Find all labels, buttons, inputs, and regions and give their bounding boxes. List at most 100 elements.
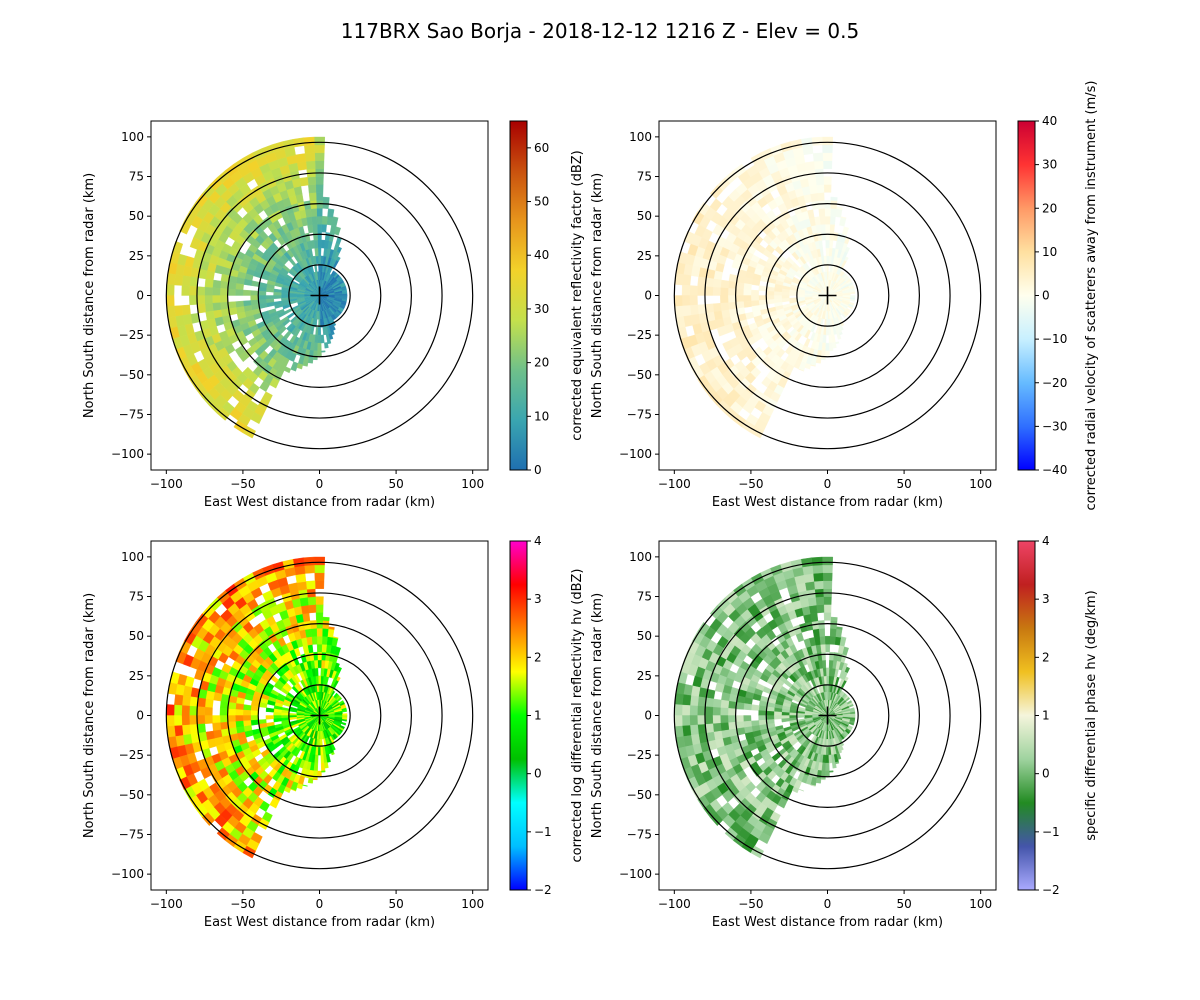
echo-cell: [807, 176, 817, 187]
echo-cell: [204, 278, 214, 289]
echo-cell: [302, 784, 308, 787]
echo-cell: [227, 708, 236, 716]
echo-cell: [823, 604, 832, 613]
y-tick-label: −75: [627, 827, 652, 841]
echo-cell: [326, 636, 334, 646]
echo-cell: [765, 295, 775, 301]
range-ring-80km: [196, 172, 443, 419]
echo-cell: [320, 239, 326, 249]
y-tick-label: 0: [644, 709, 652, 723]
echo-cell: [174, 694, 184, 706]
echo-cell: [317, 770, 322, 777]
echo-cell: [327, 208, 335, 218]
range-ring-80km: [704, 172, 951, 419]
echo-cell: [810, 784, 816, 787]
echo-cell: [265, 715, 274, 720]
y-tick-label: −50: [627, 368, 652, 382]
echo-cell: [295, 153, 307, 163]
echo-cell: [299, 596, 309, 607]
echo-cell: [288, 293, 297, 296]
x-tick-label: −100: [658, 897, 691, 911]
echo-cell: [825, 770, 830, 777]
echo-cell: [307, 357, 314, 364]
echo-cell: [321, 223, 327, 233]
echo-cell: [691, 211, 705, 225]
echo-cell: [342, 295, 348, 298]
echo-cell: [331, 752, 335, 756]
echo-cell: [716, 325, 727, 337]
echo-cell: [174, 274, 184, 286]
range-ring-60km: [226, 622, 413, 809]
y-tick-label: −25: [119, 748, 144, 762]
ylabel: North South distance from radar (km): [590, 593, 605, 838]
echo-cell: [326, 216, 334, 226]
echo-cell: [836, 744, 843, 754]
echo-cell: [777, 797, 788, 809]
echo-cell: [321, 628, 329, 637]
echo-cell: [316, 200, 323, 209]
echo-cell: [250, 412, 263, 425]
velocity-panel: East West distance from radar (km) North…: [590, 81, 1099, 511]
echo-cell: [689, 285, 698, 296]
range-ring-80km: [196, 592, 443, 839]
echo-cell: [765, 290, 775, 296]
echo-cell: [292, 137, 305, 148]
echo-cell: [798, 788, 805, 792]
echo-cell: [317, 327, 322, 336]
echo-cell: [317, 659, 322, 669]
echo-cell: [219, 708, 229, 716]
range-ring-80km: [704, 592, 951, 839]
colorbar-tick-label: 20: [1042, 201, 1057, 215]
echo-cell: [823, 184, 832, 193]
y-tick-label: 50: [637, 629, 652, 643]
echo-cell: [825, 747, 830, 756]
colorbar-tick-label: 0: [1042, 289, 1050, 303]
echo-cell: [847, 724, 853, 730]
echo-cell: [828, 667, 833, 677]
echo-cell: [704, 706, 714, 716]
y-tick-label: 75: [129, 170, 144, 184]
echo-cell: [689, 304, 699, 316]
colorbar-tick-label: −40: [1042, 463, 1067, 477]
colorbar-tick-label: 3: [1042, 592, 1050, 606]
echo-cell: [204, 698, 214, 709]
echo-cell: [815, 357, 822, 364]
echo-cell: [269, 377, 280, 389]
echo-cell: [829, 770, 834, 773]
echo-cell: [316, 223, 323, 233]
echo-cell: [250, 715, 259, 721]
echo-cell: [834, 636, 842, 646]
colorbar-tick-label: 1: [1042, 709, 1050, 723]
range-ring-60km: [734, 202, 921, 389]
echo-cell: [838, 323, 844, 331]
echo-cell: [235, 703, 244, 711]
colorbar-tick-label: −30: [1042, 419, 1067, 433]
echo-cell: [815, 596, 825, 606]
colorbar-tick-label: 4: [1042, 534, 1050, 548]
echo-cell: [321, 350, 326, 353]
echo-cell: [821, 556, 834, 566]
echo-cell: [321, 643, 327, 653]
echo-cell: [258, 286, 267, 292]
echo-cell: [727, 288, 737, 296]
echo-cell: [179, 220, 192, 235]
echo-cell: [773, 291, 782, 296]
echo-cell: [181, 275, 191, 287]
echo-cell: [823, 596, 832, 605]
echo-cell: [242, 709, 251, 716]
y-tick-label: 100: [121, 130, 144, 144]
echo-cell: [213, 692, 223, 702]
echo-cell: [720, 295, 729, 304]
echo-cell: [697, 285, 706, 296]
echo-cell: [331, 332, 335, 336]
x-tick-label: 0: [824, 477, 832, 491]
echo-cell: [727, 708, 737, 716]
echo-cell: [316, 215, 323, 225]
y-tick-label: 75: [129, 590, 144, 604]
echo-cell: [238, 351, 250, 363]
echo-cell: [317, 239, 322, 249]
echo-cell: [825, 231, 830, 241]
echo-cell: [316, 628, 323, 637]
echo-cell: [242, 289, 251, 296]
xlabel: East West distance from radar (km): [204, 915, 435, 930]
